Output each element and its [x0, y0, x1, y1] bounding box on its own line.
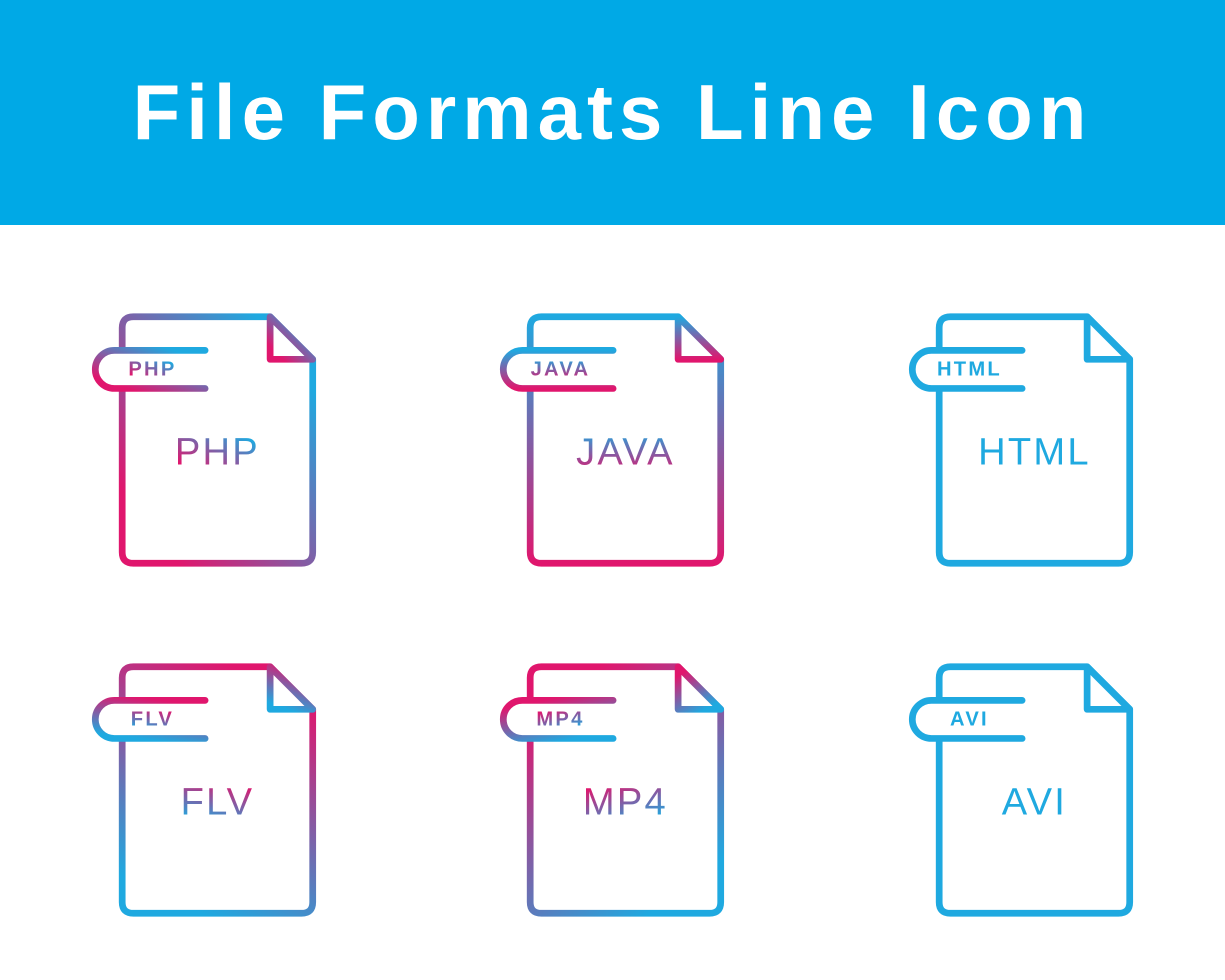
center-label: JAVA	[577, 431, 676, 473]
file-mp4-icon: MP4 MP4	[482, 660, 742, 920]
tab-label: JAVA	[531, 358, 591, 380]
header-title: File Formats Line Icon	[133, 67, 1093, 158]
center-label: MP4	[583, 781, 668, 823]
header-band: File Formats Line Icon	[0, 0, 1225, 225]
center-label: HTML	[978, 431, 1091, 473]
file-flv-icon: FLV FLV	[74, 660, 334, 920]
tab-label: MP4	[537, 708, 585, 730]
icon-grid: PHP PHP JAVA JAVA HTML HTML FLV FLV MP4 MP4 AVI AVI	[0, 310, 1225, 920]
tab-label: PHP	[129, 358, 177, 380]
tab-label: AVI	[950, 708, 989, 730]
file-java-icon: JAVA JAVA	[482, 310, 742, 570]
center-label: FLV	[181, 781, 255, 823]
file-html-icon: HTML HTML	[891, 310, 1151, 570]
file-php-icon: PHP PHP	[74, 310, 334, 570]
center-label: PHP	[175, 431, 260, 473]
tab-label: FLV	[131, 708, 174, 730]
center-label: AVI	[1002, 781, 1067, 823]
tab-label: HTML	[937, 358, 1002, 380]
file-avi-icon: AVI AVI	[891, 660, 1151, 920]
